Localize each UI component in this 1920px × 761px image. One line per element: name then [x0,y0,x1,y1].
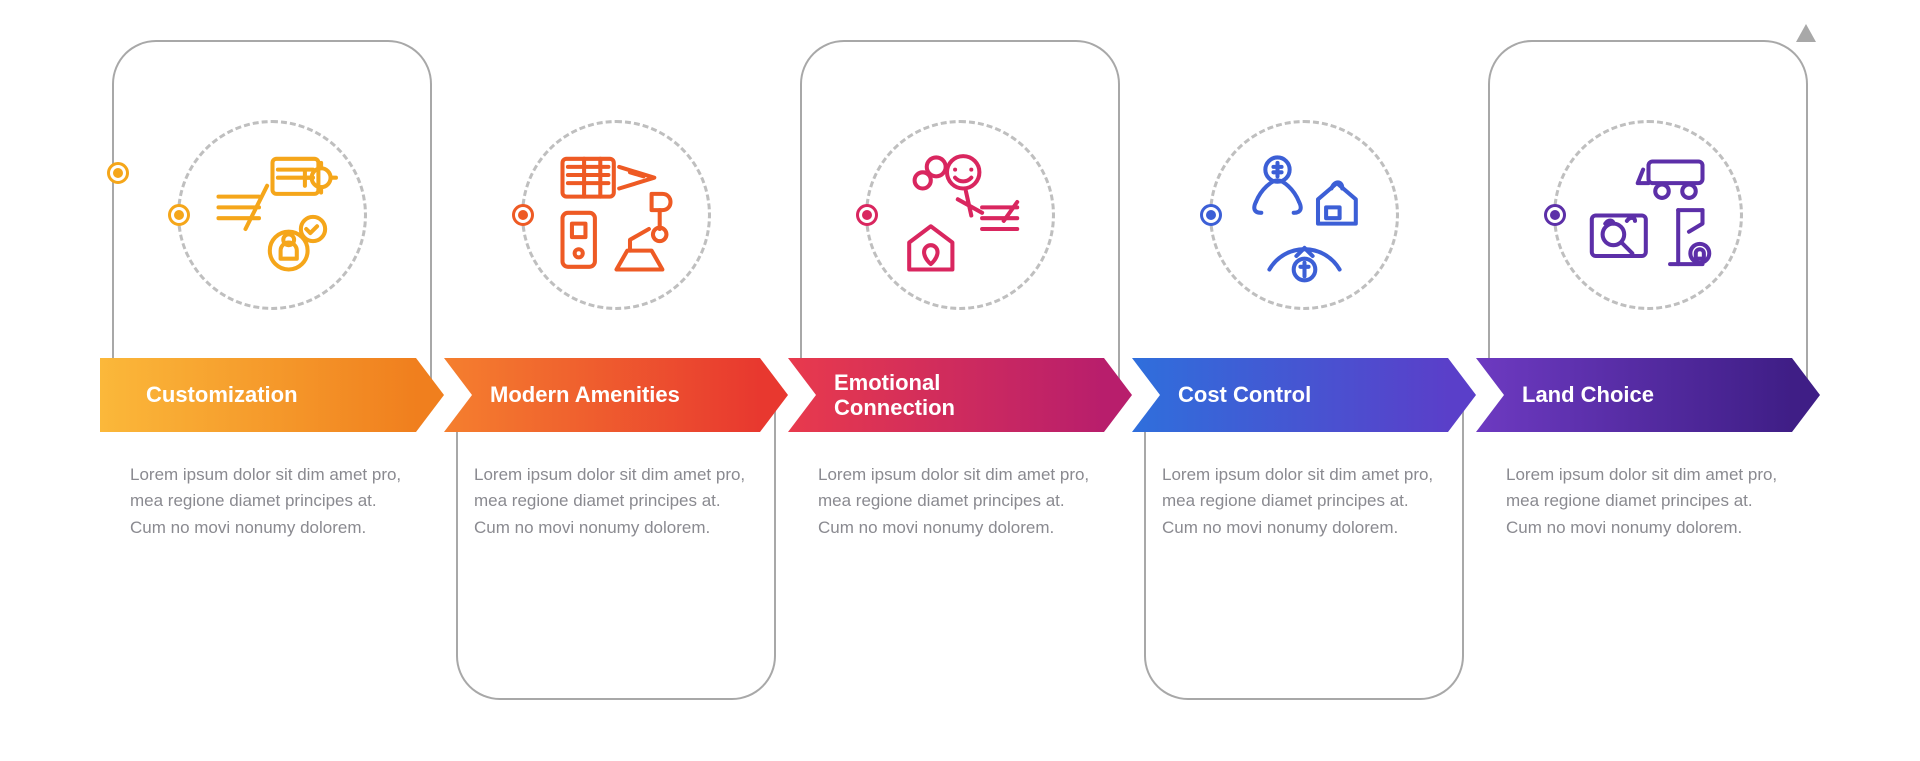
start-node [107,162,129,184]
step-3: Emotional Connection Lorem ipsum dolor si… [788,100,1132,680]
connector-node [168,204,190,226]
title-arrow: Cost Control [1132,358,1476,432]
customization-icon [205,148,340,283]
step-description: Lorem ipsum dolor sit dim amet pro, mea … [788,462,1132,541]
step-title: Modern Amenities [444,382,680,407]
emotional-icon [893,148,1028,283]
title-arrow: Modern Amenities [444,358,788,432]
weave-frame [1144,400,1464,700]
connector-node [856,204,878,226]
title-arrow: Customization [100,358,444,432]
title-arrow: Land Choice [1476,358,1820,432]
connector-node [1200,204,1222,226]
land-icon [1581,148,1716,283]
step-4: Cost Control Lorem ipsum dolor sit dim am… [1132,100,1476,680]
cost-icon-circle [1209,120,1399,310]
step-description: Lorem ipsum dolor sit dim amet pro, mea … [444,462,788,541]
connector-node [512,204,534,226]
emotional-icon-circle [865,120,1055,310]
end-arrowhead [1796,24,1816,42]
step-2: Modern Amenities Lorem ipsum dolor sit di… [444,100,788,680]
step-1: Customization Lorem ipsum dolor sit dim a… [100,100,444,680]
step-title: Emotional Connection [788,370,1048,421]
amenities-icon-circle [521,120,711,310]
process-infographic: Customization Lorem ipsum dolor sit dim a… [100,100,1820,680]
amenities-icon [549,148,684,283]
step-description: Lorem ipsum dolor sit dim amet pro, mea … [1132,462,1476,541]
step-description: Lorem ipsum dolor sit dim amet pro, mea … [1476,462,1820,541]
step-title: Cost Control [1132,382,1311,407]
land-icon-circle [1553,120,1743,310]
step-description: Lorem ipsum dolor sit dim amet pro, mea … [100,462,444,541]
step-title: Customization [100,382,298,407]
connector-node [1544,204,1566,226]
weave-frame [456,400,776,700]
cost-icon [1237,148,1372,283]
customization-icon-circle [177,120,367,310]
title-arrow: Emotional Connection [788,358,1132,432]
step-title: Land Choice [1476,382,1654,407]
step-5: Land Choice Lorem ipsum dolor sit dim ame… [1476,100,1820,680]
